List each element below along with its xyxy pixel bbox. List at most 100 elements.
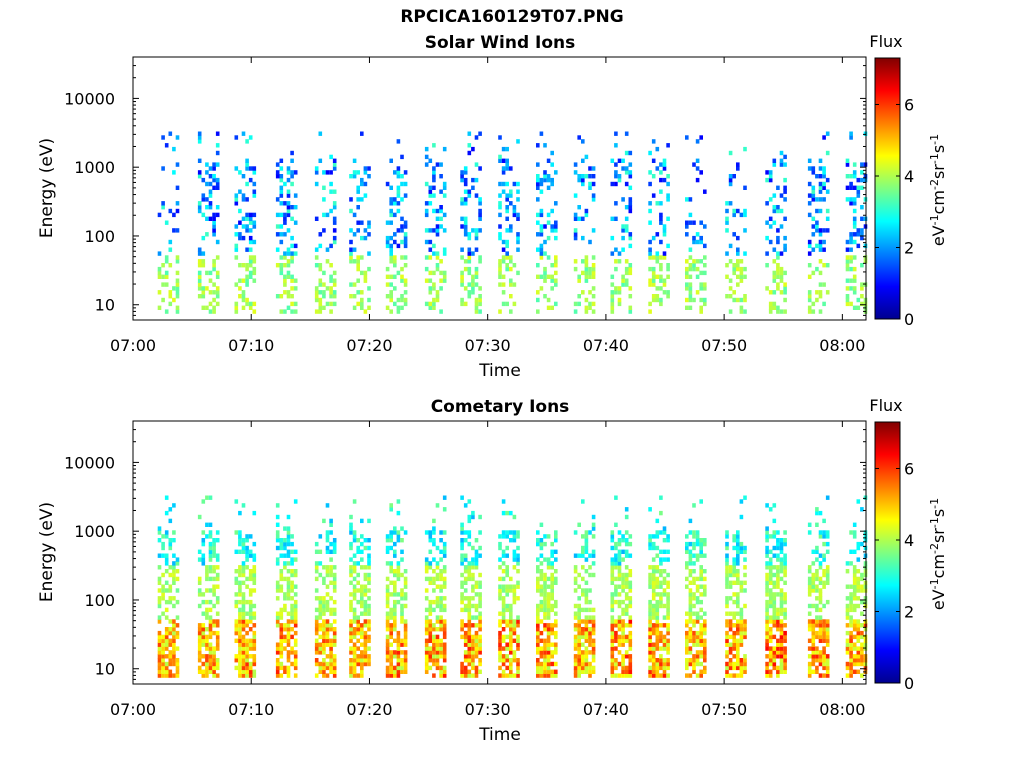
heatmap-cell [172, 553, 176, 558]
heatmap-cell [699, 627, 703, 632]
heatmap-cell [509, 282, 513, 287]
heatmap-cell [688, 561, 693, 566]
heatmap-cell [400, 638, 404, 643]
heatmap-cell [509, 189, 513, 194]
heatmap-cell [332, 607, 337, 613]
heatmap-cell [765, 530, 769, 535]
heatmap-cell [238, 170, 242, 175]
heatmap-cell [732, 572, 736, 578]
heatmap-cell [352, 607, 357, 613]
heatmap-cell [172, 569, 176, 574]
heatmap-cell [768, 669, 773, 674]
heatmap-cell [275, 263, 280, 268]
heatmap-cell [550, 584, 554, 589]
heatmap-cell [849, 232, 853, 237]
heatmap-cell [314, 565, 319, 570]
heatmap-cell [283, 627, 287, 632]
heatmap-cell [367, 251, 371, 256]
heatmap-cell [692, 297, 696, 303]
heatmap-cell [584, 538, 589, 543]
heatmap-cell [577, 661, 581, 667]
heatmap-cell [467, 150, 472, 156]
heatmap-cell [363, 619, 368, 624]
heatmap-cell [662, 166, 667, 171]
heatmap-cell [424, 627, 429, 632]
heatmap-cell [424, 530, 429, 535]
heatmap-cell [474, 650, 479, 655]
heatmap-cell [389, 530, 393, 535]
heatmap-cell [442, 545, 447, 551]
heatmap-cell [588, 290, 592, 295]
heatmap-cell [768, 588, 773, 593]
heatmap-cell [736, 673, 740, 678]
heatmap-cell [584, 297, 589, 303]
heatmap-cell [393, 611, 397, 616]
heatmap-cell [779, 607, 784, 613]
heatmap-cell [245, 139, 249, 144]
heatmap-cell [621, 627, 625, 632]
heatmap-cell [852, 646, 857, 651]
heatmap-cell [807, 290, 812, 295]
heatmap-cell [396, 634, 401, 640]
heatmap-cell [442, 181, 447, 187]
heatmap-cell [577, 669, 581, 674]
heatmap-cell [279, 673, 284, 678]
heatmap-cell [621, 282, 625, 287]
heatmap-cell [389, 658, 393, 663]
heatmap-cell [175, 588, 180, 593]
heatmap-cell [403, 654, 408, 659]
heatmap-cell [588, 565, 592, 570]
heatmap-cell [432, 251, 436, 256]
heatmap-cell [208, 545, 213, 551]
heatmap-cell [703, 669, 707, 674]
heatmap-cell [725, 611, 729, 616]
heatmap-cell [435, 251, 440, 256]
heatmap-cell [424, 146, 429, 152]
heatmap-cell [245, 599, 249, 605]
heatmap-cell [238, 592, 242, 597]
heatmap-cell [628, 638, 633, 643]
heatmap-cell [385, 650, 390, 655]
heatmap-cell [248, 270, 253, 276]
heatmap-cell [201, 611, 206, 616]
heatmap-cell [768, 170, 773, 175]
heatmap-cell [688, 646, 693, 651]
heatmap-cell [245, 646, 249, 651]
heatmap-cell [363, 228, 368, 233]
heatmap-cell [536, 642, 540, 647]
heatmap-cell [621, 224, 625, 229]
heatmap-cell [332, 239, 337, 245]
heatmap-cell [349, 294, 353, 299]
heatmap-cell [617, 177, 622, 183]
heatmap-cell [389, 650, 393, 655]
heatmap-cell [349, 228, 353, 233]
heatmap-cell [772, 259, 777, 264]
heatmap-cell [212, 603, 216, 609]
heatmap-cell [543, 611, 547, 616]
heatmap-cell [318, 572, 323, 578]
heatmap-cell [849, 599, 853, 605]
heatmap-cell [825, 665, 830, 671]
heatmap-cell [197, 131, 202, 136]
heatmap-cell [212, 654, 216, 659]
heatmap-cell [818, 592, 823, 597]
heatmap-cell [688, 658, 693, 663]
heatmap-cell [329, 569, 333, 574]
heatmap-cell [352, 282, 357, 287]
heatmap-cell [474, 270, 479, 276]
heatmap-cell [238, 623, 242, 628]
heatmap-cell [385, 282, 390, 287]
heatmap-cell [286, 634, 291, 640]
heatmap-cell [293, 603, 298, 609]
heatmap-cell [322, 197, 326, 202]
heatmap-cell [772, 661, 777, 667]
heatmap-cell [248, 603, 253, 609]
heatmap-cell [581, 259, 585, 264]
heatmap-cell [822, 630, 826, 636]
heatmap-cell [825, 530, 830, 535]
heatmap-cell [208, 557, 213, 562]
heatmap-cell [695, 654, 700, 659]
heatmap-cell [818, 576, 823, 582]
heatmap-cell [245, 619, 249, 624]
heatmap-cell [471, 576, 475, 582]
